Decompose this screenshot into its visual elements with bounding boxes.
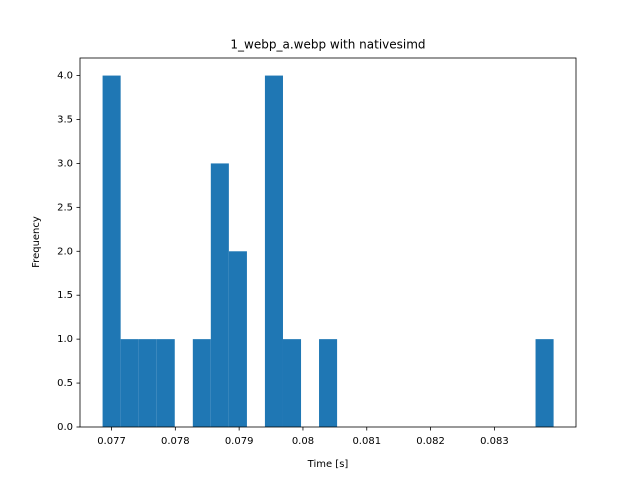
y-tick-label: 0.0 <box>57 422 73 433</box>
bar <box>156 339 175 427</box>
bar <box>210 163 229 427</box>
y-tick-label: 1.5 <box>57 290 73 301</box>
bar <box>282 339 302 427</box>
bar <box>102 75 121 428</box>
bar <box>228 251 247 427</box>
y-tick-label: 2.0 <box>57 246 73 257</box>
y-tick-label: 4.0 <box>57 71 73 82</box>
x-tick-label: 0.08 <box>292 436 314 447</box>
bar <box>264 75 283 428</box>
y-tick-label: 2.5 <box>57 202 73 213</box>
chart-title: 1_webp_a.webp with nativesimd <box>230 38 425 52</box>
axes-frame <box>79 57 577 428</box>
y-tick-label: 1.0 <box>57 334 73 345</box>
bar <box>319 339 338 427</box>
x-tick-label: 0.077 <box>97 436 126 447</box>
x-tick-label: 0.079 <box>225 436 254 447</box>
y-tick-label: 3.5 <box>57 115 73 126</box>
y-tick-label: 3.0 <box>57 158 73 169</box>
x-tick-label: 0.078 <box>161 436 190 447</box>
bar <box>192 339 211 427</box>
x-tick-label: 0.081 <box>352 436 381 447</box>
bar <box>120 339 139 427</box>
y-tick-label: 0.5 <box>57 378 73 389</box>
x-tick-label: 0.083 <box>480 436 509 447</box>
x-tick-label: 0.082 <box>416 436 445 447</box>
x-axis-label: Time [s] <box>307 459 349 470</box>
bar <box>535 339 554 427</box>
y-axis-label: Frequency <box>31 216 42 268</box>
bar <box>138 339 157 427</box>
